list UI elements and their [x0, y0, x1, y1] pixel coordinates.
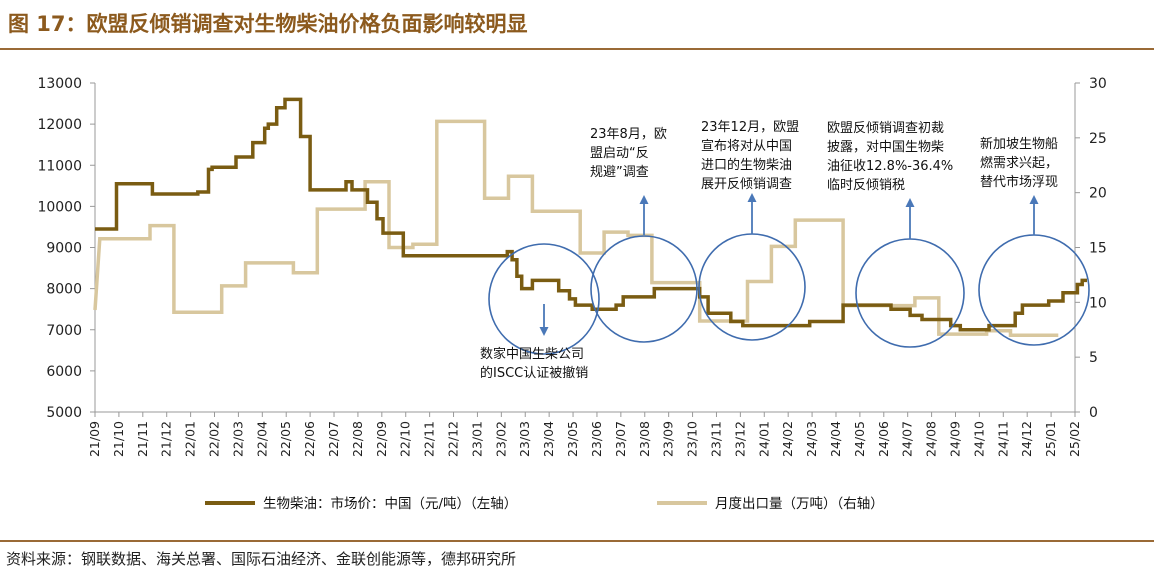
y-left-tick-label: 13000 [37, 76, 82, 92]
x-tick-label: 23/04 [541, 421, 556, 457]
x-tick-label: 24/12 [1019, 421, 1034, 457]
annotation-arrow-head [539, 327, 549, 336]
annotation-arrow-head [747, 193, 757, 202]
x-tick-label: 23/10 [685, 421, 700, 457]
series-price-line [95, 97, 1087, 332]
x-tick-label: 22/05 [278, 421, 293, 457]
y-left-tick-label: 5000 [46, 405, 82, 421]
x-tick-label: 22/06 [302, 421, 317, 457]
x-tick-label: 24/03 [804, 421, 819, 457]
x-tick-label: 23/05 [565, 421, 580, 457]
y-right-tick-label: 20 [1089, 186, 1107, 202]
annotation-text: 展开反倾销调查 [701, 177, 792, 192]
highlight-circle [855, 238, 965, 348]
annotation-text: 新加坡生物船 [980, 136, 1058, 152]
y-left-tick-label: 6000 [46, 364, 82, 380]
x-tick-label: 21/09 [87, 421, 102, 457]
annotation-text: 23年12月，欧盟 [701, 120, 799, 135]
highlight-circle [590, 235, 698, 343]
annotation-arrow-head [1029, 195, 1039, 204]
x-tick-label: 21/10 [111, 421, 126, 457]
highlight-circle [488, 243, 600, 355]
y-left-tick-label: 11000 [37, 158, 82, 174]
annotation-text: 燃需求兴起， [980, 155, 1058, 171]
annotation-text: 油征收12.8%-36.4% [827, 159, 953, 174]
annotation-arrow-head [905, 198, 915, 207]
x-tick-label: 22/10 [398, 421, 413, 457]
annotation-text: 盟启动“反 [590, 146, 649, 161]
x-tick-label: 22/01 [183, 421, 198, 457]
annotation-text: 规避”调查 [590, 165, 649, 180]
x-tick-label: 22/02 [207, 421, 222, 457]
axes: 5000 6000 7000 8000 9000 10000 11000 12000 13000… [37, 76, 1106, 457]
x-tick-label: 24/01 [756, 421, 771, 457]
legend-label: 生物柴油：市场价：中国（元/吨）（左轴） [263, 495, 517, 512]
x-tick-label: 24/02 [780, 421, 795, 457]
x-tick-label: 23/08 [637, 421, 652, 457]
x-tick-label: 25/02 [1067, 421, 1082, 457]
annotation-text: 数家中国生柴公司 [480, 346, 584, 362]
x-tick-label: 23/09 [661, 421, 676, 457]
x-tick-label: 23/12 [732, 421, 747, 457]
y-right-tick-label: 30 [1089, 76, 1107, 92]
y-right-tick-label: 10 [1089, 295, 1107, 311]
x-tick-label: 22/09 [374, 421, 389, 457]
chart: 5000 6000 7000 8000 9000 10000 11000 12000 13000… [37, 76, 1106, 512]
legend-label: 月度出口量（万吨）（右轴） [715, 496, 884, 512]
annotation-text: 欧盟反倾销调查初裁 [827, 120, 944, 136]
annotation-text: 23年8月，欧 [590, 127, 667, 142]
y-left-tick-label: 12000 [37, 117, 82, 133]
legend: 生物柴油：市场价：中国（元/吨）（左轴） 月度出口量（万吨）（右轴） [205, 495, 884, 512]
x-tick-label: 24/04 [828, 421, 843, 457]
annotation-text: 披露，对中国生物柴 [827, 140, 944, 155]
x-tick-label: 24/11 [995, 421, 1010, 457]
y-left-tick-label: 9000 [46, 241, 82, 257]
x-tick-label: 22/03 [230, 421, 245, 457]
y-left-tick-label: 7000 [46, 323, 82, 339]
highlight-circle [978, 234, 1090, 346]
annotation-text: 宣布将对从中国 [701, 138, 792, 154]
y-right-tick-label: 5 [1089, 350, 1098, 366]
y-right-tick-label: 0 [1089, 405, 1098, 421]
y-left-tick-label: 8000 [46, 282, 82, 298]
source-note: 资料来源：钢联数据、海关总署、国际石油经济、金联创能源等，德邦研究所 [6, 550, 517, 568]
x-tick-label: 24/07 [900, 421, 915, 457]
x-tick-label: 23/11 [708, 421, 723, 457]
x-tick-label: 22/04 [254, 421, 269, 457]
x-tick-label: 23/06 [589, 421, 604, 457]
x-tick-label: 24/09 [947, 421, 962, 457]
x-tick-label: 22/08 [350, 421, 365, 457]
x-tick-label: 23/07 [613, 421, 628, 457]
title-divider [0, 48, 1154, 50]
source-divider [0, 540, 1154, 542]
figure-title: 图 17：欧盟反倾销调查对生物柴油价格负面影响较明显 [8, 12, 528, 36]
x-tick-label: 22/11 [422, 421, 437, 457]
annotation-text: 的ISCC认证被撤销 [480, 365, 588, 381]
x-tick-label: 24/06 [876, 421, 891, 457]
annotation-text: 替代市场浮现 [980, 174, 1058, 190]
x-tick-label: 22/07 [326, 421, 341, 457]
annotation-text: 临时反倾销税 [827, 178, 905, 193]
annotation-text: 进口的生物柴油 [701, 157, 792, 173]
y-right-tick-label: 25 [1089, 131, 1107, 147]
x-tick-label: 23/03 [517, 421, 532, 457]
x-tick-label: 24/08 [924, 421, 939, 457]
x-tick-label: 23/01 [469, 421, 484, 457]
x-tick-label: 24/10 [971, 421, 986, 457]
series-lines [93, 97, 1087, 337]
x-tick-label: 24/05 [852, 421, 867, 457]
y-left-tick-label: 10000 [37, 199, 82, 215]
x-tick-label: 21/12 [159, 421, 174, 457]
y-right-tick-label: 15 [1089, 241, 1107, 257]
x-tick-label: 25/01 [1043, 421, 1058, 457]
x-tick-label: 22/12 [446, 421, 461, 457]
x-tick-label: 21/11 [135, 421, 150, 457]
x-tick-label: 23/02 [493, 421, 508, 457]
annotation-arrow-head [639, 195, 649, 204]
